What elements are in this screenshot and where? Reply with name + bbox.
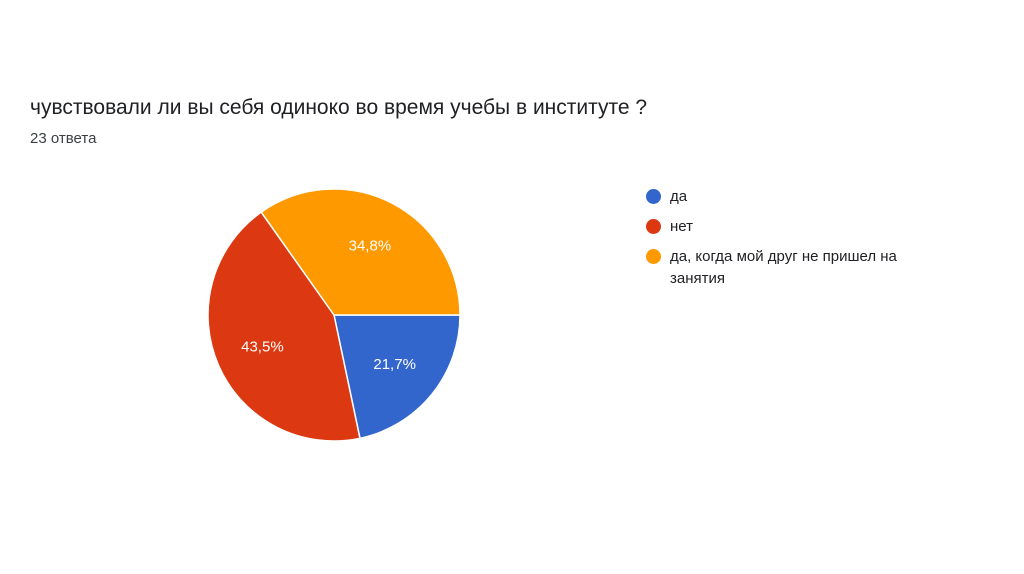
legend-swatch-da-kogda-drug [646, 249, 661, 264]
pie-slices [207, 188, 461, 442]
pie-slice-da[interactable] [333, 314, 461, 440]
pie-label-da-kogda-drug: 34,8% [349, 238, 392, 255]
legend-label-da-kogda-drug: да, когда мой друг не пришел на занятия [670, 248, 897, 287]
pie-slice-da-kogda-drug[interactable] [260, 188, 461, 316]
pie-label-net: 43,5% [241, 338, 284, 355]
legend-label-net: нет [670, 218, 693, 235]
question-title: чувствовали ли вы себя одиноко во время … [30, 96, 648, 119]
legend: да нет да, когда мой друг не пришел на з… [646, 186, 946, 298]
pie-label-da: 21,7% [373, 356, 416, 373]
legend-item-da-kogda-drug[interactable]: да, когда мой друг не пришел на занятия [646, 246, 946, 290]
pie-slice-net[interactable] [207, 211, 361, 442]
legend-swatch-net [646, 219, 661, 234]
response-count: 23 ответа [30, 130, 97, 147]
legend-item-da[interactable]: да [646, 186, 946, 208]
legend-swatch-da [646, 189, 661, 204]
legend-label-da: да [670, 188, 688, 205]
pie-slice-labels: 21,7% 43,5% 34,8% [241, 238, 416, 374]
legend-item-net[interactable]: нет [646, 216, 946, 238]
